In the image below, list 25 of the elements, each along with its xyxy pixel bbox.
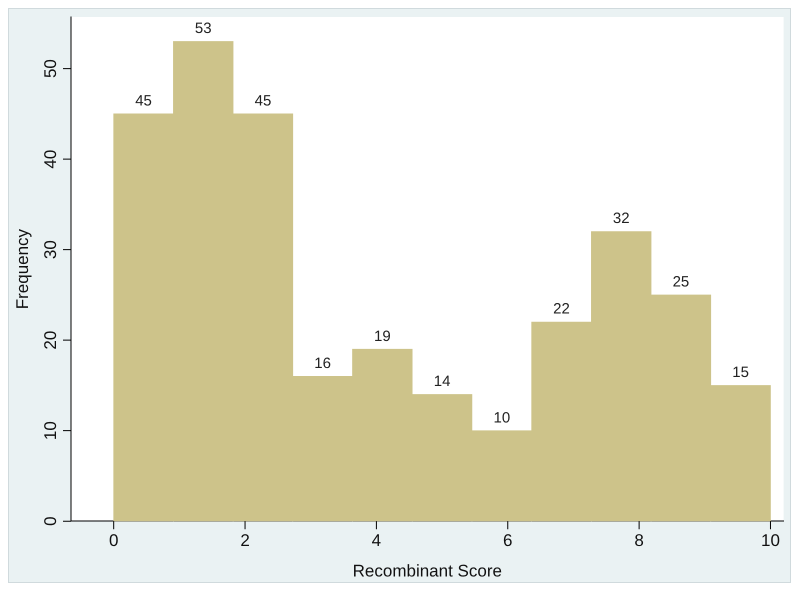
- x-tick-label: 8: [634, 531, 644, 550]
- data-label: 15: [732, 364, 749, 382]
- y-tick-label: 50: [41, 59, 60, 78]
- x-tick-label: 6: [503, 531, 512, 550]
- y-tick-label: 20: [41, 330, 60, 350]
- data-label: 53: [194, 20, 212, 38]
- data-label: 16: [314, 355, 331, 372]
- data-label: 14: [434, 373, 450, 390]
- data-label: 22: [553, 300, 570, 318]
- data-label: 45: [135, 92, 152, 110]
- x-tick-label: 0: [108, 531, 118, 550]
- x-tick-label: 4: [372, 531, 382, 550]
- y-axis-title: Frequency: [12, 228, 32, 310]
- data-label: 25: [672, 274, 690, 291]
- x-tick-label: 10: [761, 531, 780, 550]
- y-tick-label: 10: [41, 421, 60, 440]
- y-tick-label: 0: [41, 516, 60, 526]
- data-label: 10: [493, 409, 510, 426]
- data-label: 32: [612, 210, 630, 228]
- data-label: 19: [374, 328, 391, 345]
- y-tick-label: 30: [41, 240, 60, 260]
- y-tick-label: 40: [41, 150, 60, 169]
- x-axis-title: Recombinant Score: [352, 561, 502, 580]
- x-tick-label: 2: [240, 531, 250, 550]
- data-label: 45: [254, 92, 272, 110]
